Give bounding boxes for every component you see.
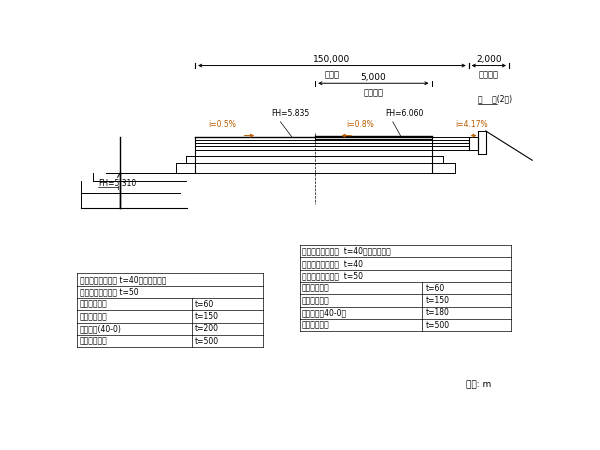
Text: 细粒式沥青混凝土 t=40（将来规划）: 细粒式沥青混凝土 t=40（将来规划） [80, 275, 166, 284]
Text: t=200: t=200 [195, 324, 219, 333]
Text: 水泥稳定处理: 水泥稳定处理 [80, 312, 107, 321]
Text: FH=5.835: FH=5.835 [271, 109, 310, 118]
Text: t=180: t=180 [425, 308, 449, 317]
Text: 级配碎石（40-0）: 级配碎石（40-0） [302, 308, 347, 317]
Text: 沥青稳定处理: 沥青稳定处理 [80, 300, 107, 309]
Text: 水泥稳定处理: 水泥稳定处理 [302, 296, 330, 305]
Text: i=4.17%: i=4.17% [455, 121, 487, 130]
Text: t=150: t=150 [195, 312, 219, 321]
Text: t=60: t=60 [195, 300, 214, 309]
Text: 铺设部: 铺设部 [325, 70, 340, 79]
Text: FH=5.310: FH=5.310 [98, 179, 137, 188]
Text: 高平坦部: 高平坦部 [364, 88, 383, 97]
Text: 细粒式沥青混凝土  t=40（将来规划）: 细粒式沥青混凝土 t=40（将来规划） [302, 247, 391, 256]
Text: 单位: m: 单位: m [466, 381, 491, 390]
Text: （路肩）: （路肩） [479, 70, 499, 79]
Text: t=500: t=500 [425, 320, 449, 329]
Text: 2,000: 2,000 [476, 55, 502, 64]
Text: 粗粒式沥青混凝土  t=50: 粗粒式沥青混凝土 t=50 [302, 271, 363, 280]
Text: 5,000: 5,000 [361, 73, 386, 82]
Text: t=60: t=60 [425, 284, 445, 292]
Text: FH=6.060: FH=6.060 [385, 109, 424, 118]
Text: 路基改良处理: 路基改良处理 [302, 320, 330, 329]
Text: 沥青稳定处理: 沥青稳定处理 [302, 284, 330, 292]
Text: t=150: t=150 [425, 296, 449, 305]
Text: 级配碎石(40-0): 级配碎石(40-0) [80, 324, 122, 333]
Text: 细粒式沥青混凝土 t=50: 细粒式沥青混凝土 t=50 [80, 288, 138, 297]
Text: i=0.5%: i=0.5% [208, 121, 236, 130]
Text: 150,000: 150,000 [313, 55, 350, 64]
Text: i=0.8%: i=0.8% [346, 121, 374, 130]
Text: t=500: t=500 [195, 337, 219, 346]
Text: 护    栏(2段): 护 栏(2段) [478, 94, 512, 103]
Text: 路基改良处理: 路基改良处理 [80, 337, 107, 346]
Text: 细粒式沥青混凝土  t=40: 细粒式沥青混凝土 t=40 [302, 259, 363, 268]
